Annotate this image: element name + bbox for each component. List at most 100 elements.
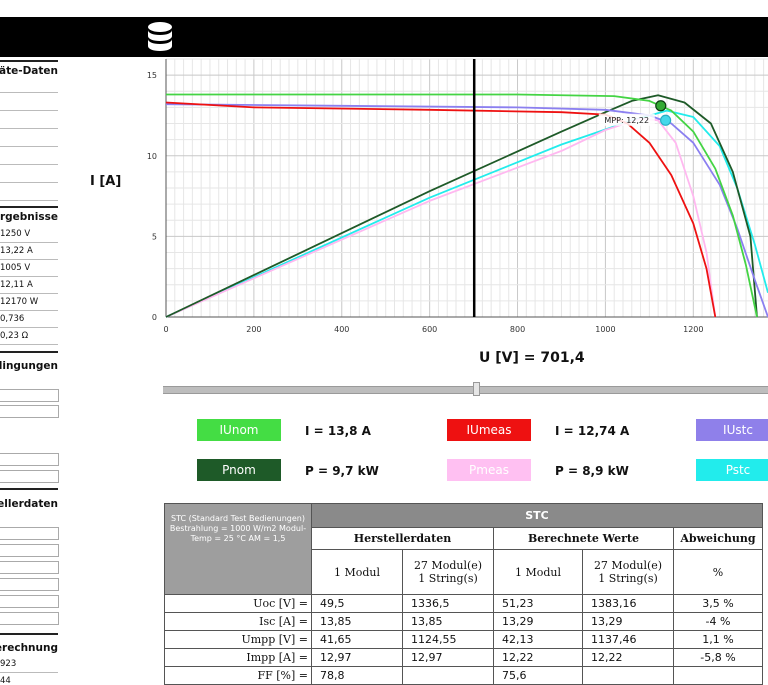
iv-curve-chart[interactable]: 0 200 400 600 800 1000 1200 0 5 10 15 MPP: 12,22 [140, 57, 768, 339]
cell: 78,8 [311, 666, 403, 685]
y-axis-label: I [A] [90, 174, 122, 189]
berechnung-value: 923 [0, 659, 17, 669]
result-value: 0,736 [0, 314, 25, 324]
berechnung-heading: Berechnung [0, 642, 58, 654]
input-field[interactable] [0, 578, 59, 591]
row-label: Isc [A] = [164, 612, 312, 631]
row-label: Umpp [V] = [164, 630, 312, 649]
y-tick-label: 10 [147, 152, 157, 161]
mpp-label-bg [598, 113, 655, 126]
cell: 75,6 [493, 666, 583, 685]
legend-pnom-button[interactable]: Pnom [197, 459, 281, 481]
x-tick-label: 1000 [595, 325, 615, 334]
result-value: 13,22 A [0, 246, 33, 256]
abweichung-header: Abweichung [673, 526, 763, 551]
sub-header: % [673, 549, 763, 595]
input-field[interactable] [0, 453, 59, 466]
x-tick-label: 400 [334, 325, 349, 334]
table-row: Uoc [V] = 49,5 1336,5 51,23 1383,16 3,5 … [164, 594, 767, 613]
input-field[interactable] [0, 544, 59, 557]
cell: 51,23 [493, 594, 583, 613]
input-field[interactable] [0, 595, 59, 608]
cell: 12,22 [493, 648, 583, 667]
sidebar-panel: eräte-Daten -Ergebnisse 1250 V 13,22 A 1… [0, 57, 60, 684]
herstellerdaten-heading: stellerdaten [0, 498, 58, 510]
series-line-pstc [165, 109, 768, 318]
sub-header: 1 Modul [493, 549, 583, 595]
cell: 13,85 [402, 612, 494, 631]
legend-label: IUstc [723, 423, 753, 437]
row-label: FF [%] = [164, 666, 312, 685]
stc-table: STC (Standard Test Bedienungen) Bestrahl… [164, 503, 766, 685]
legend-pmeas-button[interactable]: Pmeas [447, 459, 531, 481]
legend-label: Pstc [725, 463, 751, 477]
table-row: Impp [A] = 12,97 12,97 12,22 12,22 -5,8 … [164, 648, 767, 667]
database-icon[interactable] [146, 21, 174, 53]
y-tick-label: 15 [147, 71, 157, 80]
legend-iunom-button[interactable]: IUnom [197, 419, 281, 441]
stc-title: STC [311, 503, 763, 528]
cell: 3,5 % [673, 594, 763, 613]
input-field[interactable] [0, 612, 59, 625]
legend-iumeas-button[interactable]: IUmeas [447, 419, 531, 441]
berechnung-value: 44 [0, 676, 11, 684]
row-label: Impp [A] = [164, 648, 312, 667]
cell [673, 666, 763, 685]
input-field[interactable] [0, 470, 59, 483]
table-row: Isc [A] = 13,85 13,85 13,29 13,29 -4 % [164, 612, 767, 631]
cell: -4 % [673, 612, 763, 631]
geraete-heading: eräte-Daten [0, 65, 58, 77]
cell [402, 666, 494, 685]
x-tick-label: 600 [422, 325, 437, 334]
mpp-label: MPP: 12,22 [604, 116, 649, 125]
top-toolbar [0, 17, 768, 57]
x-tick-label: 800 [510, 325, 525, 334]
herstellerdaten-header: Herstellerdaten [311, 526, 494, 551]
mpp-marker [660, 114, 672, 126]
cell: 13,29 [582, 612, 674, 631]
table-row: Umpp [V] = 41,65 1124,55 42,13 1137,46 1… [164, 630, 767, 649]
cell [582, 666, 674, 685]
cell: 1336,5 [402, 594, 494, 613]
voltage-slider[interactable] [163, 382, 768, 396]
result-value: 1005 V [0, 263, 31, 273]
cell: 1124,55 [402, 630, 494, 649]
berechnete-werte-header: Berechnete Werte [493, 526, 674, 551]
cell: 13,85 [311, 612, 403, 631]
stc-conditions: STC (Standard Test Bedienungen) Bestrahl… [164, 503, 312, 595]
legend-iustc-button[interactable]: IUstc [696, 419, 768, 441]
slider-track[interactable] [163, 386, 768, 394]
cell: 49,5 [311, 594, 403, 613]
x-tick-label: 200 [246, 325, 261, 334]
cell: 12,22 [582, 648, 674, 667]
input-field[interactable] [0, 389, 59, 402]
result-value: 12170 W [0, 297, 39, 307]
y-tick-label: 0 [152, 313, 157, 322]
series-line-iunom [166, 93, 758, 318]
slider-thumb[interactable] [473, 382, 480, 396]
ergebnisse-heading: -Ergebnisse [0, 211, 58, 223]
cell: 12,97 [402, 648, 494, 667]
x-tick-label: 1200 [683, 325, 703, 334]
x-tick-label: 0 [163, 325, 168, 334]
legend-value-p-meas: P = 8,9 kW [555, 464, 629, 478]
result-value: 12,11 A [0, 280, 33, 290]
result-value: 0,23 Ω [0, 331, 29, 341]
x-axis-label: U [V] = 701,4 [479, 350, 585, 366]
cell: 1137,46 [582, 630, 674, 649]
series-line-iustc [165, 103, 768, 318]
input-field[interactable] [0, 405, 59, 418]
input-field[interactable] [0, 561, 59, 574]
result-value: 1250 V [0, 229, 31, 239]
sub-header: 1 Modul [311, 549, 403, 595]
cell: 42,13 [493, 630, 583, 649]
input-field[interactable] [0, 527, 59, 540]
legend-pstc-button[interactable]: Pstc [696, 459, 768, 481]
row-label: Uoc [V] = [164, 594, 312, 613]
legend-value-i-nom: I = 13,8 A [305, 424, 371, 438]
series-line-pnom [165, 94, 758, 318]
sub-header: 27 Modul(e) 1 String(s) [402, 549, 494, 595]
y-tick-label: 5 [152, 232, 157, 241]
legend-label: Pnom [222, 463, 256, 477]
mpp-marker [655, 100, 667, 112]
